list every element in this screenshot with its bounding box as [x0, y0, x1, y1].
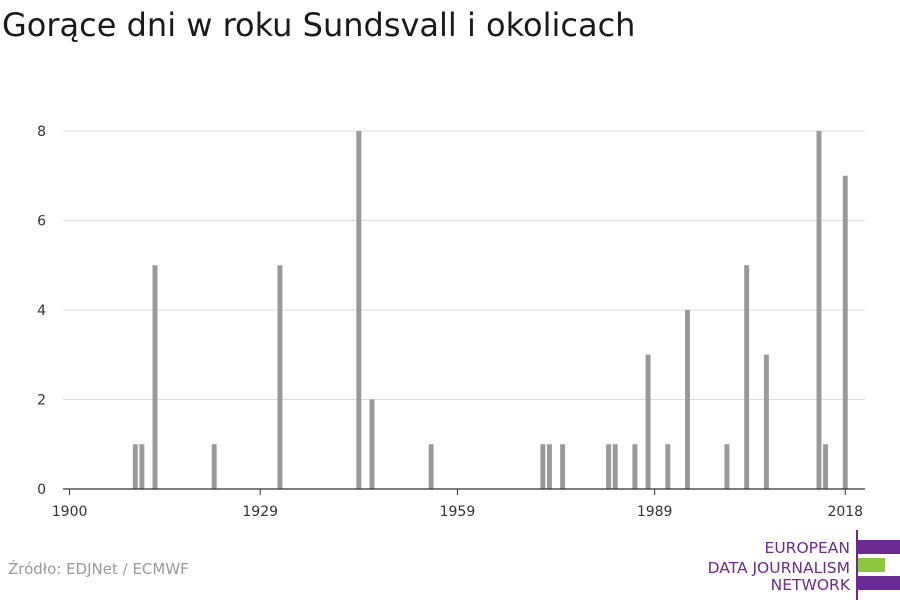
bar-1988	[645, 354, 651, 489]
edjnet-logo: EUROPEAN DATA JOURNALISM NETWORK	[700, 530, 900, 600]
bar-1994	[685, 310, 690, 489]
x-tick-label-1959: 1959	[440, 504, 476, 520]
gridlines	[63, 130, 865, 400]
x-tick-label-1929: 1929	[242, 504, 278, 520]
bar-1972	[540, 444, 546, 489]
source-note: Źródło: EDJNet / ECMWF	[8, 560, 189, 578]
y-tick-label-4: 4	[37, 303, 46, 319]
bar-1944	[356, 131, 362, 489]
bar-1932	[277, 265, 283, 489]
bar-2014	[816, 131, 822, 489]
bar-1955	[428, 444, 434, 489]
bar-1946	[369, 399, 375, 489]
bar-1991	[665, 444, 671, 489]
bar-1973	[546, 444, 552, 489]
bar-1986	[632, 444, 638, 489]
logo-line-2: DATA JOURNALISM	[707, 559, 850, 577]
bar-2003	[744, 265, 750, 489]
chart-title: Gorące dni w roku Sundsvall i okolicach	[2, 6, 636, 44]
bar-1975	[560, 444, 566, 489]
y-tick-label-6: 6	[37, 214, 46, 230]
bars	[132, 131, 848, 489]
logo-line-3: NETWORK	[770, 576, 850, 594]
bar-1982	[606, 444, 612, 489]
logo-line-1: EUROPEAN	[764, 539, 850, 557]
bar-2006	[763, 354, 769, 489]
bar-1922	[211, 444, 217, 489]
bar-1983	[612, 444, 618, 489]
x-tick-label-1989: 1989	[637, 504, 673, 520]
y-tick-label-8: 8	[37, 124, 46, 140]
bar-1913	[152, 265, 158, 489]
logo-bar-top	[858, 540, 900, 554]
y-tick-label-0: 0	[37, 482, 46, 498]
bar-2015	[823, 444, 829, 489]
bar-1910	[132, 444, 138, 489]
logo-bar-middle	[858, 558, 885, 572]
x-tick-label-1900: 1900	[52, 504, 88, 520]
bar-2018	[842, 175, 848, 489]
x-tick-label-2018: 2018	[827, 504, 863, 520]
bar-1911	[139, 444, 145, 489]
bar-2000	[724, 444, 730, 489]
y-tick-label-2: 2	[37, 393, 46, 409]
logo-bar-bottom	[858, 576, 900, 590]
axes: 0 2 4 6 8 1900 1929 1959 1989 2018	[37, 124, 865, 520]
logo-divider	[856, 530, 858, 600]
